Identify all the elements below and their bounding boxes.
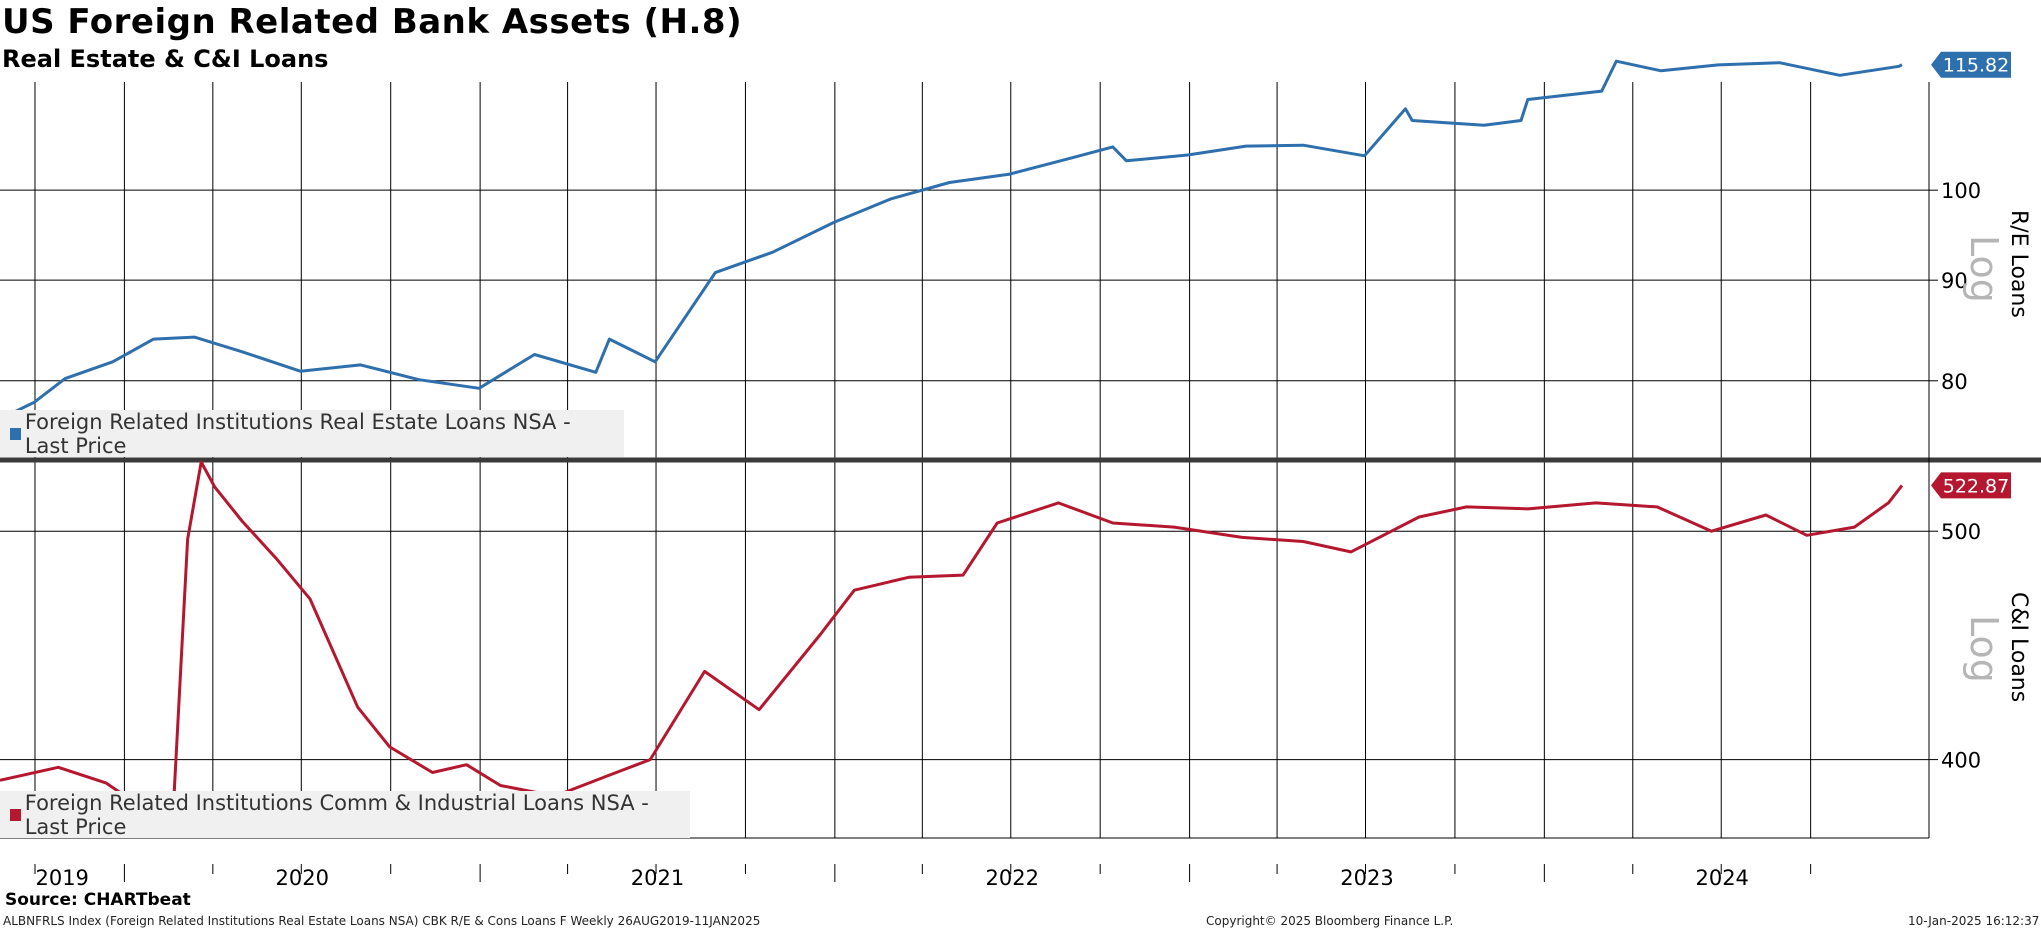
- legend-ci: Foreign Related Institutions Comm & Indu…: [0, 790, 690, 839]
- source-note: Source: CHARTbeat: [5, 890, 191, 910]
- y-tick-label: 500: [1941, 520, 1981, 544]
- ci-axis-label: C&I Loans: [2006, 592, 2031, 703]
- y-tick-label: 80: [1941, 370, 1968, 394]
- grid-layer: [0, 82, 2041, 882]
- legend-re-label: Foreign Related Institutions Real Estate…: [24, 409, 571, 458]
- y-tick-label: 100: [1941, 179, 1981, 203]
- legend-ci-swatch: [10, 808, 21, 821]
- footer-center: Copyright© 2025 Bloomberg Finance L.P.: [1206, 914, 1454, 928]
- ci-loans-series-line: [0, 460, 1904, 803]
- x-year-label: 2020: [276, 866, 329, 890]
- y-tick-label: 90: [1941, 269, 1968, 293]
- legend-ci-label: Foreign Related Institutions Comm & Indu…: [24, 790, 649, 839]
- ci-log-mark: Log: [1962, 615, 2006, 683]
- chart-title: US Foreign Related Bank Assets (H.8): [2, 2, 743, 42]
- re-axis-label: R/E Loans: [2006, 210, 2031, 318]
- x-year-label: 2024: [1695, 866, 1748, 890]
- footer-right: 10-Jan-2025 16:12:37: [1908, 914, 2040, 928]
- x-year-label: 2019: [35, 866, 88, 890]
- last-price-label: 522.87: [1943, 475, 2009, 497]
- re-loans-series-line: [0, 59, 1903, 421]
- legend-re: Foreign Related Institutions Real Estate…: [0, 409, 624, 458]
- y-tick-label: 400: [1941, 749, 1981, 773]
- chart-canvas: 2019 2020 2021 2022 2023 2024 80 90 100 115.82 400…: [0, 51, 2041, 890]
- last-price-label: 115.82: [1943, 55, 2009, 77]
- chart-subtitle: Real Estate & C&I Loans: [2, 45, 329, 73]
- x-year-label: 2023: [1340, 866, 1393, 890]
- last-price-tag: [1931, 51, 2011, 78]
- series-layer: [0, 59, 1904, 803]
- x-year-label: 2022: [986, 866, 1039, 890]
- footer-left: ALBNFRLS Index (Foreign Related Institut…: [3, 914, 761, 928]
- x-year-label: 2021: [631, 866, 684, 890]
- legend-re-swatch: [10, 427, 21, 440]
- re-log-mark: Log: [1962, 235, 2006, 303]
- last-price-tag: [1931, 472, 2011, 499]
- axis-layer: 2019 2020 2021 2022 2023 2024 80 90 100 115.82 400…: [35, 51, 2011, 890]
